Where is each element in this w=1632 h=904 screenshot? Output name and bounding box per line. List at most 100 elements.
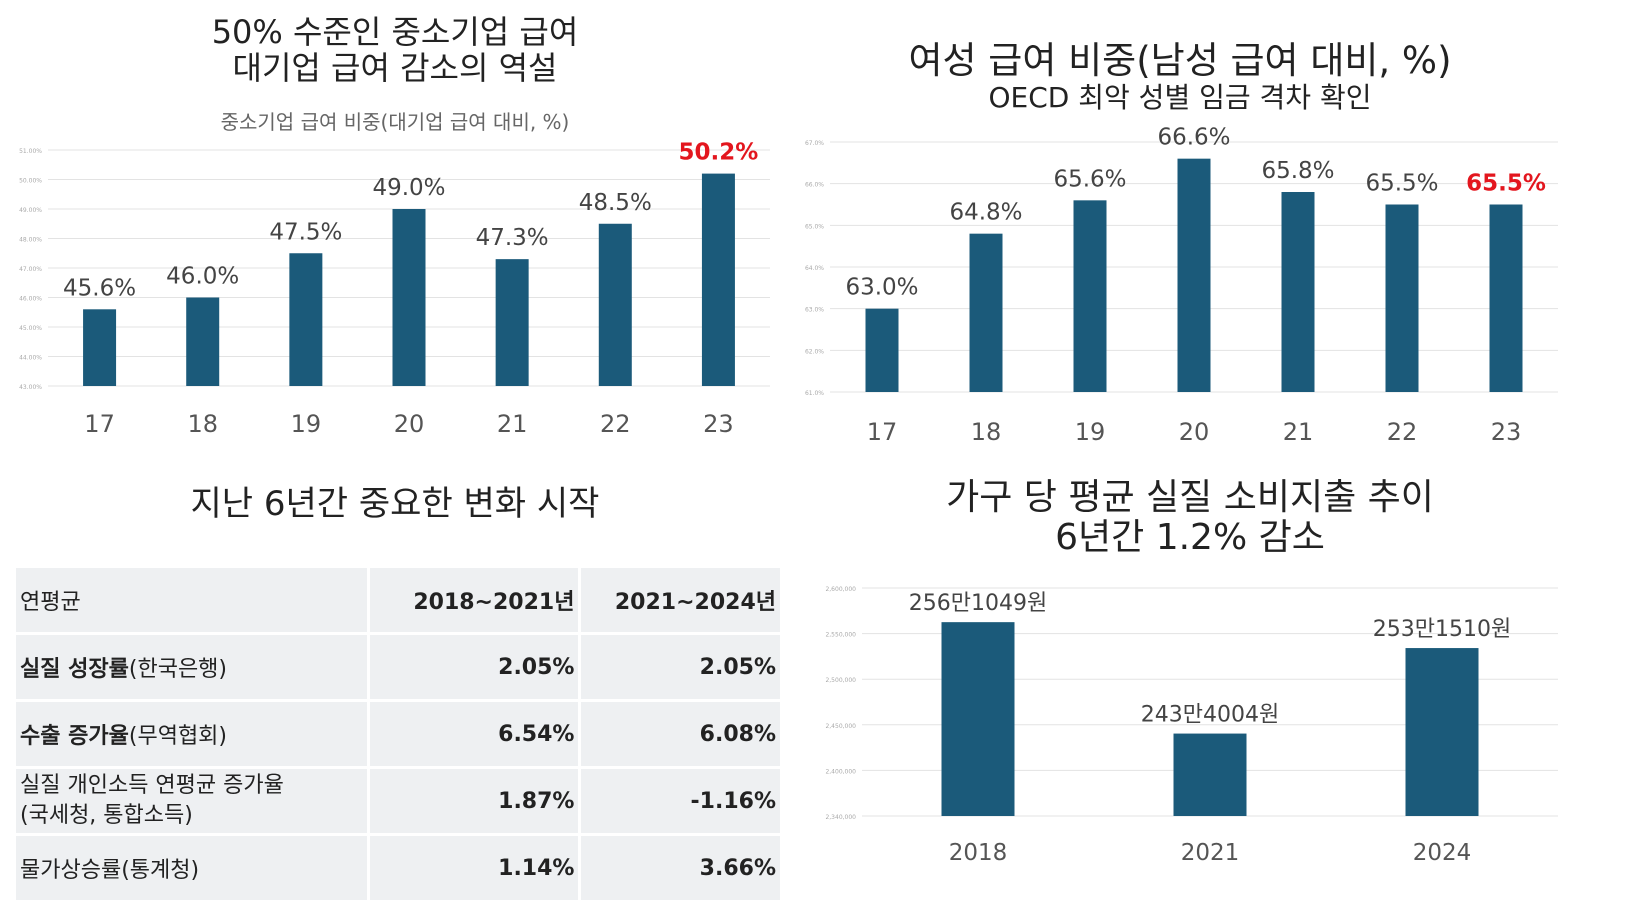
data-label: 256만1049원: [909, 591, 1047, 616]
data-label: 63.0%: [845, 275, 918, 301]
y-tick-label: 49.00%: [19, 207, 42, 214]
table-row: 수출 증가율(무역협회) 6.54% 6.08%: [16, 702, 780, 769]
female-chart-subtitle: OECD 최악 성별 임금 격차 확인: [988, 81, 1372, 114]
y-tick-label: 44.00%: [19, 355, 42, 362]
row-label-line2: (국세청, 통합소득): [20, 803, 193, 828]
header-2021-2024: 2021~2024년: [581, 568, 780, 635]
y-tick-label: 64.0%: [805, 265, 824, 272]
x-tick-label: 21: [497, 410, 528, 438]
sme-chart-subtitle: 중소기업 급여 비중(대기업 급여 대비, %): [220, 110, 570, 134]
bar: [865, 308, 899, 392]
household-spending-chart-panel: 가구 당 평균 실질 소비지출 추이 6년간 1.2% 감소 2,340,000…: [800, 460, 1632, 904]
data-label: 243만4004원: [1141, 703, 1279, 728]
bar: [1405, 648, 1479, 816]
y-tick-label: 67.0%: [805, 140, 824, 147]
bar: [1073, 200, 1107, 392]
row-label-line1: 실질 개인소득 연평균 증가율: [20, 773, 284, 798]
x-tick-label: 2018: [949, 840, 1008, 866]
row-label-bold: 실질 성장률: [20, 657, 129, 682]
y-tick-label: 65.0%: [805, 223, 824, 230]
data-label: 47.3%: [476, 225, 549, 251]
row-value-2021-2024: -1.16%: [581, 769, 780, 836]
y-tick-label: 2,500,000: [825, 677, 856, 684]
female-chart-title: 여성 급여 비중(남성 급여 대비, %): [908, 39, 1452, 82]
y-tick-label: 51.00%: [19, 148, 42, 155]
y-tick-label: 46.00%: [19, 296, 42, 303]
y-tick-label: 63.0%: [805, 307, 824, 314]
table-header-row: 연평균 2018~2021년 2021~2024년: [16, 568, 780, 635]
bar: [186, 297, 220, 386]
row-label: 실질 성장률(한국은행): [16, 635, 370, 702]
change-table-panel: 지난 6년간 중요한 변화 시작: [0, 460, 790, 904]
y-tick-label: 50.00%: [19, 178, 42, 185]
table-row: 물가상승률(통계청) 1.14% 3.66%: [16, 836, 780, 903]
x-tick-label: 20: [394, 410, 425, 438]
bar: [1177, 158, 1211, 392]
row-label: 수출 증가율(무역협회): [16, 702, 370, 769]
row-label-bold: 수출 증가율: [20, 724, 129, 749]
bar: [598, 223, 632, 386]
x-tick-label: 19: [1075, 418, 1106, 446]
row-value-2021-2024: 2.05%: [581, 635, 780, 702]
sme-salary-bar-chart: 43.00% 44.00% 45.00% 46.00% 47.00% 48.00% 49.0…: [19, 140, 770, 438]
annual-average-table: 연평균 2018~2021년 2021~2024년 실질 성장률(한국은행) 2…: [16, 568, 780, 903]
y-tick-label: 43.00%: [19, 384, 42, 391]
row-value-2018-2021: 1.14%: [369, 836, 582, 903]
y-tick-label: 2,340,000: [825, 814, 856, 821]
x-tick-label: 23: [1491, 418, 1522, 446]
x-tick-label: 18: [971, 418, 1002, 446]
data-label: 65.6%: [1053, 166, 1126, 192]
y-tick-label: 2,450,000: [825, 723, 856, 730]
x-tick-label: 2021: [1181, 840, 1240, 866]
data-label: 65.8%: [1261, 158, 1334, 184]
bar: [83, 309, 117, 386]
x-tick-label: 2024: [1413, 840, 1472, 866]
data-label: 65.5%: [1365, 171, 1438, 197]
header-label: 연평균: [16, 568, 370, 635]
table-row: 실질 개인소득 연평균 증가율 (국세청, 통합소득) 1.87% -1.16%: [16, 769, 780, 836]
data-label: 64.8%: [949, 200, 1022, 226]
bar: [1489, 204, 1523, 392]
row-value-2018-2021: 1.87%: [369, 769, 582, 836]
data-label: 65.5%: [1466, 171, 1546, 197]
data-label: 48.5%: [579, 190, 652, 216]
bar: [1281, 192, 1315, 392]
table-row: 실질 성장률(한국은행) 2.05% 2.05%: [16, 635, 780, 702]
row-value-2018-2021: 2.05%: [369, 635, 582, 702]
bar: [701, 173, 735, 386]
x-tick-label: 18: [187, 410, 218, 438]
y-tick-label: 45.00%: [19, 325, 42, 332]
x-tick-label: 22: [1387, 418, 1418, 446]
y-tick-label: 66.0%: [805, 182, 824, 189]
sme-chart-title: 50% 수준인 중소기업 급여 대기업 급여 감소의 역설: [211, 13, 579, 87]
bar: [1173, 733, 1247, 816]
y-tick-label: 61.0%: [805, 390, 824, 397]
y-tick-label: 62.0%: [805, 348, 824, 355]
x-tick-label: 23: [703, 410, 734, 438]
data-label: 46.0%: [166, 264, 239, 290]
row-label: 물가상승률(통계청): [16, 836, 370, 903]
bar: [941, 622, 1015, 816]
y-tick-label: 48.00%: [19, 237, 42, 244]
row-label: 실질 개인소득 연평균 증가율 (국세청, 통합소득): [16, 769, 370, 836]
row-value-2018-2021: 6.54%: [369, 702, 582, 769]
row-label-source: (무역협회): [128, 724, 228, 749]
data-label: 50.2%: [679, 140, 759, 166]
x-tick-label: 21: [1283, 418, 1314, 446]
female-salary-bar-chart: 61.0% 62.0% 63.0% 64.0% 65.0% 66.0% 67.0% 63.0%…: [805, 125, 1558, 446]
row-value-2021-2024: 3.66%: [581, 836, 780, 903]
data-label: 49.0%: [372, 175, 445, 201]
y-tick-label: 2,400,000: [825, 768, 856, 775]
row-label-source: (한국은행): [128, 657, 228, 682]
data-label: 66.6%: [1157, 125, 1230, 151]
y-tick-label: 2,550,000: [825, 632, 856, 639]
bar: [1385, 204, 1419, 392]
female-salary-chart-panel: 여성 급여 비중(남성 급여 대비, %) OECD 최악 성별 임금 격차 확…: [800, 0, 1632, 460]
sme-salary-chart-panel: 50% 수준인 중소기업 급여 대기업 급여 감소의 역설 중소기업 급여 비중…: [0, 0, 790, 460]
x-tick-label: 17: [867, 418, 898, 446]
bar: [392, 209, 426, 386]
bar: [289, 253, 323, 386]
table-title: 지난 6년간 중요한 변화 시작: [190, 484, 600, 524]
y-tick-label: 47.00%: [19, 266, 42, 273]
y-tick-label: 2,600,000: [825, 586, 856, 593]
